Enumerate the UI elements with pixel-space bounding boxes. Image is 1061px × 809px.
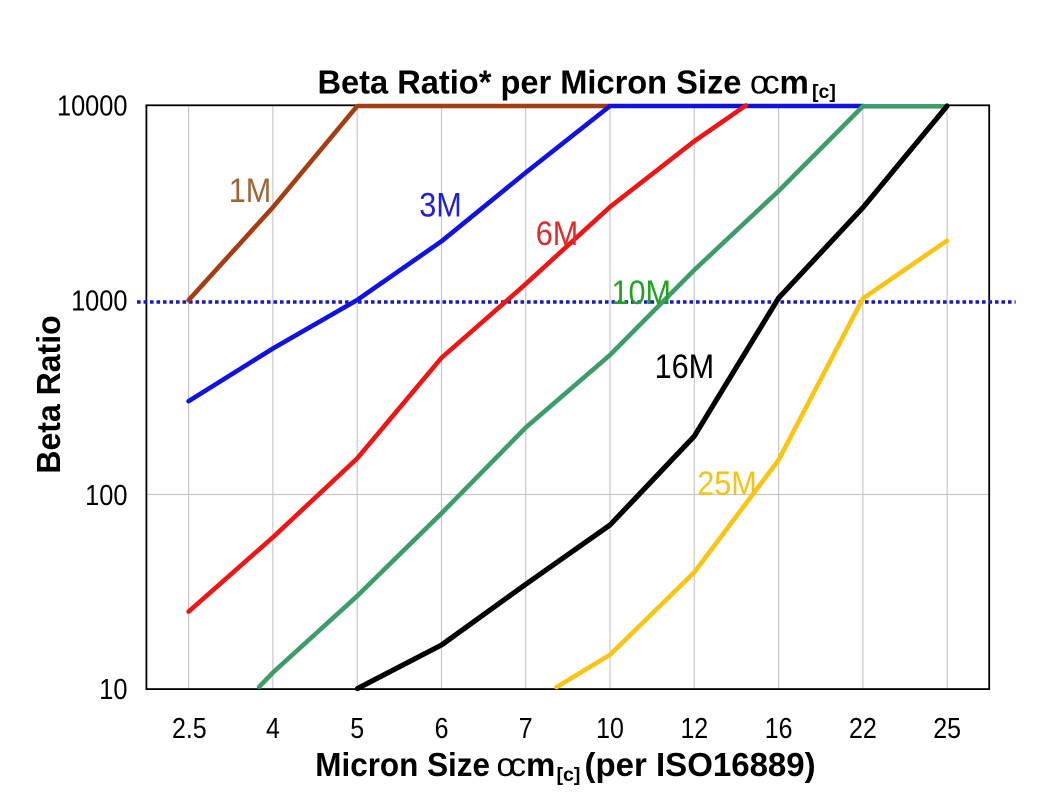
svg-text:[c]: [c]: [812, 81, 836, 103]
svg-text:5: 5: [350, 712, 364, 744]
svg-text:12: 12: [680, 712, 708, 744]
svg-text:10000: 10000: [57, 89, 128, 122]
svg-text:[c]: [c]: [557, 764, 581, 786]
svg-text:o: o: [750, 64, 768, 101]
svg-text:m: m: [526, 746, 555, 783]
svg-text:3M: 3M: [419, 186, 461, 224]
svg-text:10: 10: [596, 712, 624, 744]
svg-text:c: c: [763, 64, 780, 101]
svg-text:25: 25: [933, 712, 961, 744]
svg-text:6: 6: [435, 712, 449, 744]
svg-text:2.5: 2.5: [172, 712, 207, 744]
svg-text:6M: 6M: [536, 215, 578, 253]
svg-text:10M: 10M: [612, 274, 671, 312]
svg-text:25M: 25M: [697, 465, 756, 503]
svg-text:22: 22: [849, 712, 877, 744]
svg-text:16: 16: [765, 712, 793, 744]
svg-text:c: c: [510, 746, 527, 783]
svg-text:Beta Ratio: Beta Ratio: [31, 315, 68, 473]
svg-text:Beta Ratio* per Micron Size: Beta Ratio* per Micron Size: [318, 63, 742, 100]
svg-text:4: 4: [266, 712, 280, 744]
svg-text:100: 100: [85, 478, 127, 511]
svg-text:Micron Size: Micron Size: [315, 746, 490, 783]
svg-text:1000: 1000: [71, 284, 127, 317]
svg-text:16M: 16M: [655, 348, 714, 386]
svg-text:(per ISO16889): (per ISO16889): [585, 746, 816, 783]
svg-text:m: m: [780, 64, 809, 101]
svg-text:o: o: [497, 746, 515, 783]
svg-text:7: 7: [519, 712, 533, 744]
svg-text:10: 10: [99, 672, 127, 705]
svg-text:1M: 1M: [229, 172, 271, 210]
